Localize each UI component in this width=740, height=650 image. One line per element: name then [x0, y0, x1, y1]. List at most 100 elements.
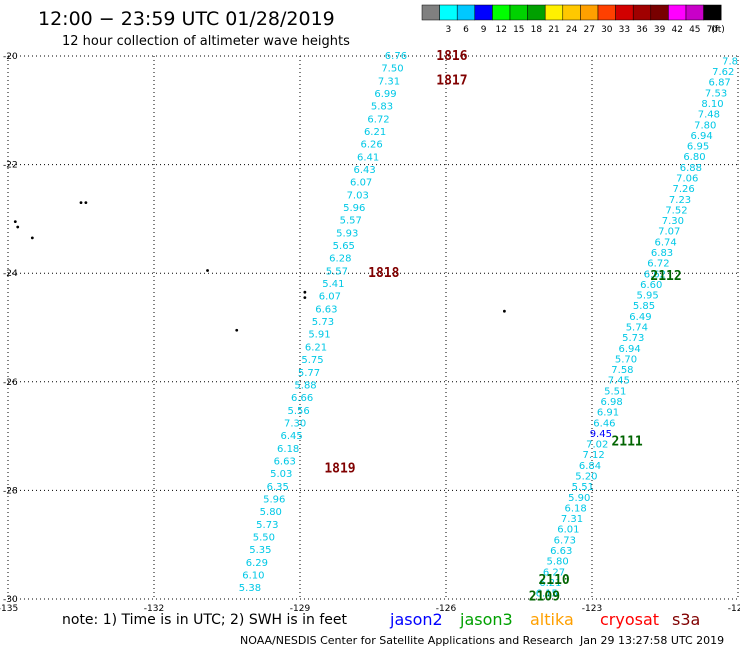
- wave-height-value: 8.10: [701, 99, 723, 110]
- wave-height-value: 7.23: [669, 195, 691, 206]
- wave-height-value: 7.52: [665, 205, 687, 216]
- wave-height-value: 6.72: [647, 259, 669, 270]
- legend-swatch: [492, 4, 511, 21]
- legend-label: 36: [636, 25, 648, 35]
- wave-height-value: 5.38: [239, 583, 261, 594]
- satellite-label: s3a: [672, 610, 700, 629]
- legend-label: 24: [566, 25, 578, 35]
- wave-height-value: 6.21: [539, 578, 561, 589]
- wave-height-value: 6.91: [597, 408, 619, 419]
- legend-label: 21: [548, 25, 559, 35]
- legend-label: 15: [513, 25, 524, 35]
- legend-swatch: [544, 4, 564, 21]
- legend-unit: (ft): [711, 25, 725, 35]
- wave-height-value: 7.02: [586, 440, 608, 451]
- wave-height-value: 5.73: [312, 317, 334, 328]
- lon-tick-label: -126: [436, 604, 457, 614]
- lat-tick-label: -20: [3, 52, 18, 62]
- wave-height-value: 6.95: [687, 142, 709, 153]
- wave-height-value: 7.45: [608, 376, 630, 387]
- wave-height-value: 6.43: [354, 165, 376, 176]
- legend-label: 9: [481, 25, 487, 35]
- axis-tick-labels: -20 -22 -24 -26 -28 -30-135 -132 -129 -126 -123 -1…: [0, 52, 740, 614]
- wave-height-value: 7.06: [676, 174, 698, 185]
- wave-height-value: 6.83: [651, 248, 673, 259]
- wave-height-value: 7.50: [381, 64, 403, 75]
- wave-height-value: 6.60: [640, 280, 662, 291]
- map-title: 12:00 − 23:59 UTC 01/28/2019: [38, 8, 335, 30]
- wave-height-value: 7.30: [284, 418, 306, 429]
- legend-swatch: [439, 4, 458, 21]
- wave-height-value: 6.35: [267, 482, 289, 493]
- legend-label: 70: [707, 25, 719, 35]
- map-subtitle: 12 hour collection of altimeter wave hei…: [62, 34, 350, 49]
- wave-height-value: 6.45: [281, 431, 303, 442]
- lon-tick-label: -135: [0, 604, 18, 614]
- wave-height-value: 6.88: [680, 163, 702, 174]
- pass-time-label: 2111: [611, 435, 642, 450]
- lon-tick-label: -123: [582, 604, 602, 614]
- wave-height-value: 7.62: [712, 67, 734, 78]
- wave-height-value: 6.63: [550, 546, 572, 557]
- wave-height-value: 6.46: [593, 418, 615, 429]
- wave-height-value: 6.72: [367, 114, 389, 125]
- wave-height-value: 6.01: [557, 525, 579, 536]
- wave-height-value: 6.21: [364, 127, 386, 138]
- wave-height-value: 5.57: [340, 216, 362, 227]
- wave-height-value: 5.73: [622, 333, 644, 344]
- wave-height-value: 6.49: [629, 312, 651, 323]
- legend-swatch: [580, 4, 599, 21]
- wave-height-value: 6.29: [246, 558, 268, 569]
- wave-height-value: 6.76: [385, 51, 407, 62]
- island-dot: [16, 225, 20, 229]
- wave-height-value: 7.58: [611, 365, 633, 376]
- lat-tick-label: -28: [3, 486, 18, 496]
- pass-time-label: 2110: [538, 573, 569, 588]
- pass-time-label: 2109: [529, 589, 560, 604]
- wave-height-value: 5.70: [615, 354, 637, 365]
- lat-tick-label: -22: [3, 161, 18, 171]
- island-markers: [13, 201, 506, 332]
- wave-height-value: 6.21: [305, 342, 327, 353]
- wave-height-value: 6.99: [374, 89, 396, 100]
- wave-height-value: 6.07: [319, 292, 341, 303]
- wave-height-value: 6.66: [291, 393, 313, 404]
- lon-tick-label: -120: [728, 604, 740, 614]
- legend-label: 33: [619, 25, 630, 35]
- wave-height-value: 6.94: [618, 344, 640, 355]
- island-dot: [13, 220, 17, 224]
- island-dot: [303, 290, 307, 294]
- legend-swatch: [509, 4, 528, 21]
- wave-height-value: 5.91: [308, 330, 330, 341]
- legend-swatch: [650, 4, 669, 21]
- wave-height-value: 5.80: [546, 557, 568, 568]
- pass-time-label: 1819: [324, 462, 355, 477]
- legend-label: 39: [654, 25, 666, 35]
- map-grid: [7, 55, 739, 600]
- island-dot: [30, 236, 34, 240]
- footer-timestamp: Jan 29 13:27:58 UTC 2019: [579, 634, 724, 647]
- legend-label: 6: [463, 25, 469, 35]
- lat-tick-label: -30: [3, 595, 18, 605]
- wave-height-value: 5.50: [253, 532, 275, 543]
- wave-height-value: 5.56: [287, 406, 309, 417]
- footer-credit: NOAA/NESDIS Center for Satellite Applica…: [240, 634, 573, 647]
- wave-height-value: 6.10: [242, 570, 264, 581]
- lat-tick-label: -26: [3, 378, 18, 388]
- legend-swatch: [615, 4, 634, 21]
- wave-height-value: 5.85: [633, 301, 655, 312]
- wave-height-value: 5.74: [626, 323, 648, 334]
- island-dot: [84, 201, 88, 205]
- pass-time-label: 1817: [436, 73, 467, 88]
- wave-height-value: 5.20: [575, 471, 597, 482]
- legend-swatch: [703, 4, 722, 21]
- legend-label: 42: [671, 25, 682, 35]
- wave-height-value: 6.73: [554, 535, 576, 546]
- wave-height-value: 5.57: [326, 266, 348, 277]
- wave-height-value: 5.41: [322, 279, 344, 290]
- wave-height-value: 6.62: [644, 269, 666, 280]
- legend-label: 27: [583, 25, 594, 35]
- island-dot: [206, 269, 209, 272]
- wave-height-value: 7.26: [673, 184, 695, 195]
